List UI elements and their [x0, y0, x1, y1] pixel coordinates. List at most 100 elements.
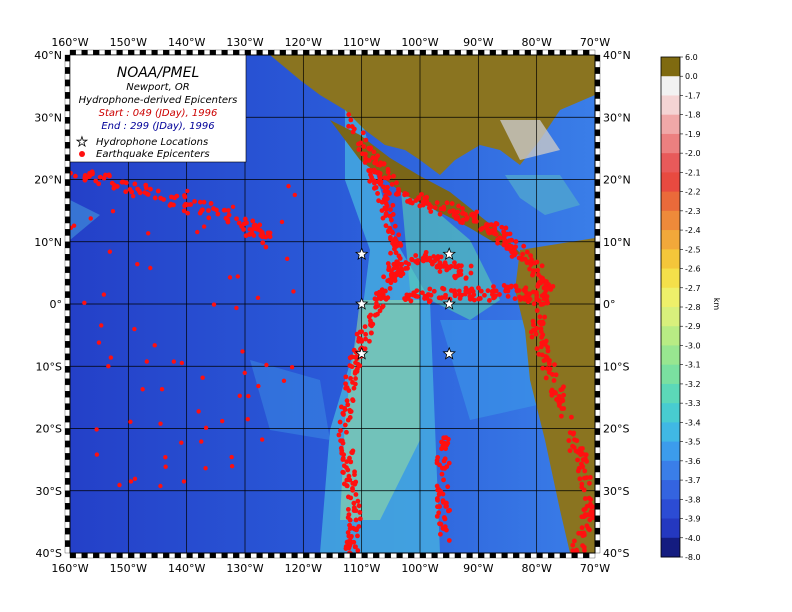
epicenter-dot	[245, 416, 250, 422]
epicenter-dot	[127, 187, 133, 192]
epicenter-dot	[530, 318, 536, 324]
colorbar-label: -3.6	[685, 457, 701, 466]
epicenter-dot	[561, 392, 567, 398]
epicenter-dot	[412, 292, 418, 298]
epicenter-dot	[541, 285, 547, 291]
colorbar-segment	[661, 345, 680, 366]
epicenter-dot	[242, 216, 248, 222]
hydrophone-legend-icon: ★	[76, 135, 88, 150]
epicenter-dot	[582, 496, 588, 501]
colorbar-segment	[661, 230, 680, 250]
epicenter-dot	[579, 450, 584, 456]
epicenter-dot	[171, 359, 177, 364]
epicenter-dot	[106, 364, 111, 369]
colorbar-label: -3.3	[685, 399, 701, 408]
colorbar-label: 6.0	[685, 53, 698, 62]
epicenter-dot	[551, 378, 557, 383]
epicenter-dot	[343, 374, 349, 380]
epicenter-dot	[346, 512, 352, 517]
epicenter-dot	[353, 544, 358, 550]
lon-label-bottom: 70°W	[580, 562, 610, 575]
epicenter-dot	[478, 288, 484, 294]
epicenter-dot	[352, 369, 358, 375]
epicenter-dot	[507, 244, 513, 249]
epicenter-dot	[444, 527, 449, 533]
epicenter-dot	[351, 500, 357, 506]
colorbar-segment	[661, 480, 680, 500]
epicenter-dot	[535, 267, 541, 273]
epicenter-legend-icon	[79, 151, 85, 157]
epicenter-dot	[215, 211, 221, 217]
epicenter-dot	[385, 184, 390, 190]
epicenter-dot	[437, 269, 443, 274]
epicenter-dot	[442, 516, 448, 522]
epicenter-dot	[476, 285, 481, 291]
lon-label-bottom: 160°W	[51, 562, 88, 575]
colorbar-segment	[661, 441, 680, 462]
hydrophone-star	[442, 346, 456, 360]
epicenter-dot	[361, 144, 367, 149]
colorbar-segment	[661, 422, 680, 443]
lon-label-top: 140°W	[168, 36, 205, 49]
epicenter-dot	[434, 513, 440, 519]
epicenter-dot	[374, 291, 379, 296]
epicenter-dot	[546, 284, 552, 290]
epicenter-dot	[575, 457, 580, 463]
colorbar-label: -3.1	[685, 361, 701, 370]
epicenter-dot	[152, 195, 158, 201]
legend-epicenter-label: Earthquake Epicenters	[96, 149, 210, 160]
depth-colorbar: 6.0 0.0 -1.7 -1.8 -1.9 -2.0 -2.1 -2.2 -2.3 -2.4 -2…	[660, 53, 701, 562]
colorbar-label: -3.9	[685, 515, 701, 524]
epicenter-dot	[71, 223, 77, 228]
epicenter-dot	[385, 175, 391, 181]
epicenter-dot	[250, 218, 256, 224]
colorbar-label: -2.1	[685, 168, 701, 177]
epicenter-dot	[392, 223, 398, 229]
epicenter-dot	[382, 205, 388, 211]
epicenter-dot	[267, 234, 273, 240]
epicenter-dot	[369, 330, 374, 336]
epicenter-dot	[529, 334, 535, 340]
epicenter-dot	[579, 525, 585, 531]
colorbar-label: -2.7	[685, 284, 701, 293]
epicenter-dot	[454, 264, 460, 270]
lat-label-right: 20°S	[603, 423, 629, 436]
epicenter-dot	[416, 195, 422, 200]
epicenter-dot	[349, 450, 355, 456]
epicenter-dot	[493, 293, 498, 299]
epicenter-dot	[349, 354, 354, 360]
epicenter-dot	[359, 339, 364, 344]
epicenter-dot	[582, 475, 587, 481]
epicenter-dot	[431, 288, 437, 294]
epicenter-dot	[582, 506, 588, 512]
lat-label-left: 20°N	[34, 174, 62, 187]
epicenter-dot	[171, 202, 176, 208]
epicenter-dot	[353, 517, 359, 523]
epicenter-dot	[279, 219, 285, 225]
epicenter-dot	[354, 526, 359, 532]
epicenter-dot	[548, 389, 554, 394]
colorbar-label: -2.4	[685, 226, 701, 235]
epicenter-dot	[383, 213, 389, 218]
epicenter-dot	[240, 349, 245, 354]
legend-title: NOAA/PMEL	[117, 65, 200, 81]
epicenter-dot	[546, 361, 552, 367]
epicenter-dot	[513, 283, 519, 289]
epicenter-dot	[393, 239, 399, 245]
lon-label-top: 70°W	[580, 36, 610, 49]
epicenter-dot	[587, 474, 593, 480]
epicenter-dot	[391, 173, 397, 179]
epicenter-dot	[474, 209, 480, 215]
epicenter-dot	[192, 198, 197, 204]
epicenter-dot	[244, 220, 249, 226]
lon-label-top: 150°W	[110, 36, 147, 49]
colorbar-segment	[661, 153, 680, 173]
epicenter-dot	[382, 288, 388, 294]
lon-label-bottom: 100°W	[401, 562, 438, 575]
epicenter-dot	[132, 476, 138, 481]
epicenter-dot	[467, 296, 473, 302]
epicenter-dot	[403, 266, 408, 271]
epicenter-dot	[341, 412, 346, 417]
epicenter-dot	[348, 375, 354, 381]
epicenter-dot	[340, 469, 346, 475]
